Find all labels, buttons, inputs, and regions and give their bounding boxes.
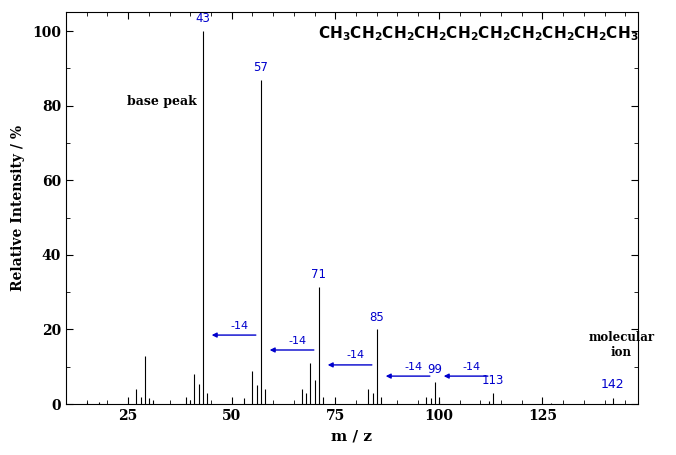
- Text: -14: -14: [463, 362, 481, 372]
- Text: -14: -14: [231, 321, 249, 331]
- Text: 85: 85: [369, 311, 384, 324]
- Text: molecular
ion: molecular ion: [588, 331, 654, 359]
- Text: 113: 113: [481, 374, 504, 387]
- Text: -14: -14: [405, 362, 423, 372]
- Text: -14: -14: [347, 350, 365, 360]
- Text: -14: -14: [289, 335, 307, 345]
- Text: base peak: base peak: [126, 96, 197, 108]
- Text: $\mathbf{CH_3CH_2CH_2CH_2CH_2CH_2CH_2CH_2CH_2CH_3}$: $\mathbf{CH_3CH_2CH_2CH_2CH_2CH_2CH_2CH_…: [318, 24, 638, 43]
- Text: 71: 71: [311, 268, 327, 281]
- Text: 99: 99: [427, 363, 442, 376]
- Text: 142: 142: [601, 378, 625, 391]
- Y-axis label: Relative Intensity / %: Relative Intensity / %: [11, 125, 25, 291]
- Text: 57: 57: [254, 61, 268, 74]
- X-axis label: m / z: m / z: [331, 430, 372, 444]
- Text: 43: 43: [195, 12, 210, 25]
